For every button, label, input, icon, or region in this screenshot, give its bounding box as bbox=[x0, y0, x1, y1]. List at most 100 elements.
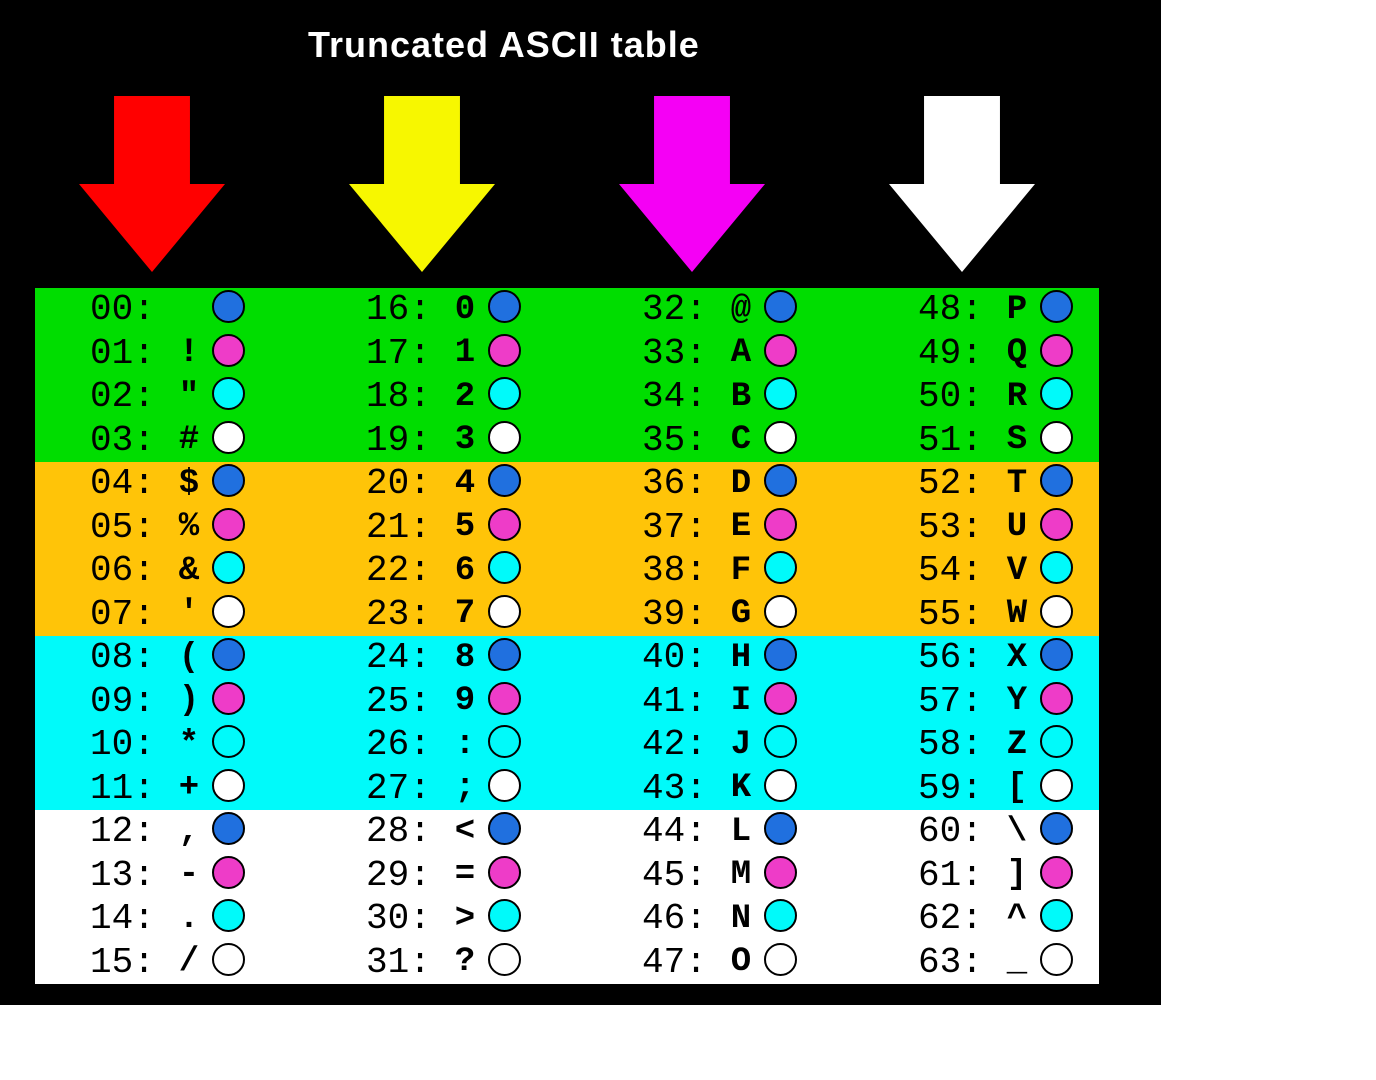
entry-dot-blue bbox=[764, 638, 797, 672]
ascii-entry: 61:] bbox=[918, 854, 1168, 898]
entry-code-label: 08: bbox=[90, 637, 155, 679]
entry-char: V bbox=[1006, 551, 1028, 590]
ascii-entry: 42: J bbox=[642, 723, 892, 767]
entry-dot-cyan bbox=[488, 899, 521, 933]
entry-dot-blue bbox=[764, 464, 797, 498]
entry-dot-white bbox=[488, 594, 521, 628]
ascii-entry: 45: M bbox=[642, 854, 892, 898]
ascii-entry: 17: 1 bbox=[366, 332, 616, 376]
ascii-entry: 31:? bbox=[366, 941, 616, 985]
entry-dot-magenta bbox=[764, 507, 797, 541]
entry-dot-blue bbox=[212, 638, 245, 672]
entry-code-label: 35: bbox=[642, 419, 707, 461]
entry-char: I bbox=[730, 682, 752, 721]
ascii-entry: 63: _ bbox=[918, 941, 1168, 985]
ascii-entry: 39: G bbox=[642, 593, 892, 637]
entry-code-label: 42: bbox=[642, 724, 707, 766]
ascii-entry: 55: W bbox=[918, 593, 1168, 637]
ascii-entry: 19: 3 bbox=[366, 419, 616, 463]
entry-code-label: 22: bbox=[366, 550, 431, 592]
entry-char: * bbox=[178, 725, 200, 764]
entry-code-label: 47: bbox=[642, 941, 707, 983]
entry-dot-cyan bbox=[212, 551, 245, 585]
entry-dot-cyan bbox=[764, 551, 797, 585]
entry-char: : bbox=[454, 725, 476, 764]
entry-dot-white bbox=[764, 942, 797, 976]
entry-code-label: 50: bbox=[918, 376, 983, 418]
entry-code-label: 39: bbox=[642, 593, 707, 635]
entry-code-label: 32: bbox=[642, 289, 707, 331]
ascii-entry: 40: H bbox=[642, 636, 892, 680]
entry-char: 8 bbox=[454, 638, 476, 677]
entry-code-label: 31: bbox=[366, 941, 431, 983]
ascii-entry: 49: Q bbox=[918, 332, 1168, 376]
entry-dot-blue bbox=[212, 812, 245, 846]
entry-code-label: 06: bbox=[90, 550, 155, 592]
ascii-entry: 54: V bbox=[918, 549, 1168, 593]
figure-title: Truncated ASCII table bbox=[308, 24, 700, 65]
ascii-entry: 13: - bbox=[90, 854, 340, 898]
entry-char: T bbox=[1006, 464, 1028, 503]
entry-code-label: 27: bbox=[366, 767, 431, 809]
entry-code-label: 25: bbox=[366, 680, 431, 722]
entry-dot-magenta bbox=[1040, 333, 1073, 367]
entry-code-label: 10: bbox=[90, 724, 155, 766]
entry-char: + bbox=[178, 769, 200, 808]
magenta-down-arrow-icon bbox=[619, 96, 765, 272]
entry-code-label: 19: bbox=[366, 419, 431, 461]
entry-char: 9 bbox=[454, 682, 476, 721]
entry-code-label: 21: bbox=[366, 506, 431, 548]
ascii-entry: 18: 2 bbox=[366, 375, 616, 419]
ascii-entry: 23: 7 bbox=[366, 593, 616, 637]
entry-char: ; bbox=[454, 769, 476, 808]
entry-char: - bbox=[178, 856, 200, 895]
entry-char: W bbox=[1006, 595, 1028, 634]
entry-char: M bbox=[730, 856, 752, 895]
entry-dot-magenta bbox=[764, 333, 797, 367]
entry-code-label: 36: bbox=[642, 463, 707, 505]
entry-code-label: 01: bbox=[90, 332, 155, 374]
entry-code-label: 61: bbox=[918, 854, 983, 896]
entry-code-label: 54: bbox=[918, 550, 983, 592]
ascii-entry: 30: > bbox=[366, 897, 616, 941]
entry-code-label: 57: bbox=[918, 680, 983, 722]
yellow-down-arrow-icon bbox=[349, 96, 495, 272]
entry-dot-magenta bbox=[1040, 681, 1073, 715]
ascii-entry: 58: Z bbox=[918, 723, 1168, 767]
entry-char: P bbox=[1006, 290, 1028, 329]
entry-dot-blue bbox=[1040, 638, 1073, 672]
table-column: 16: 0 17: 1 18: 2 19: 3 20: 4 21: 5 22: 6 23: 7 24: 8 25: 9… bbox=[366, 288, 616, 984]
entry-dot-cyan bbox=[764, 725, 797, 759]
entry-dot-cyan bbox=[764, 899, 797, 933]
entry-char: C bbox=[730, 421, 752, 460]
ascii-entry: 32: @ bbox=[642, 288, 892, 332]
entry-char: ) bbox=[178, 682, 200, 721]
entry-code-label: 09: bbox=[90, 680, 155, 722]
ascii-entry: 20: 4 bbox=[366, 462, 616, 506]
entry-dot-blue bbox=[212, 464, 245, 498]
ascii-table: 00: 01:! 02: " 03: #04: $05:% 06: & 07: ' 08:(09:)… bbox=[35, 288, 1099, 984]
entry-char: " bbox=[178, 377, 200, 416]
ascii-entry: 33: A bbox=[642, 332, 892, 376]
entry-dot-blue bbox=[488, 812, 521, 846]
entry-char: 6 bbox=[454, 551, 476, 590]
entry-code-label: 44: bbox=[642, 811, 707, 853]
entry-char: E bbox=[730, 508, 752, 547]
ascii-entry: 24: 8 bbox=[366, 636, 616, 680]
ascii-entry: 12:, bbox=[90, 810, 340, 854]
ascii-entry: 34: B bbox=[642, 375, 892, 419]
entry-char: 4 bbox=[454, 464, 476, 503]
entry-char: , bbox=[178, 812, 200, 851]
entry-code-label: 56: bbox=[918, 637, 983, 679]
entry-code-label: 14: bbox=[90, 898, 155, 940]
ascii-entry: 09:) bbox=[90, 680, 340, 724]
entry-code-label: 60: bbox=[918, 811, 983, 853]
entry-code-label: 26: bbox=[366, 724, 431, 766]
entry-code-label: 00: bbox=[90, 289, 155, 331]
entry-dot-blue bbox=[488, 290, 521, 324]
ascii-entry: 16: 0 bbox=[366, 288, 616, 332]
entry-code-label: 18: bbox=[366, 376, 431, 418]
entry-code-label: 30: bbox=[366, 898, 431, 940]
entry-dot-magenta bbox=[212, 507, 245, 541]
entry-char: 3 bbox=[454, 421, 476, 460]
